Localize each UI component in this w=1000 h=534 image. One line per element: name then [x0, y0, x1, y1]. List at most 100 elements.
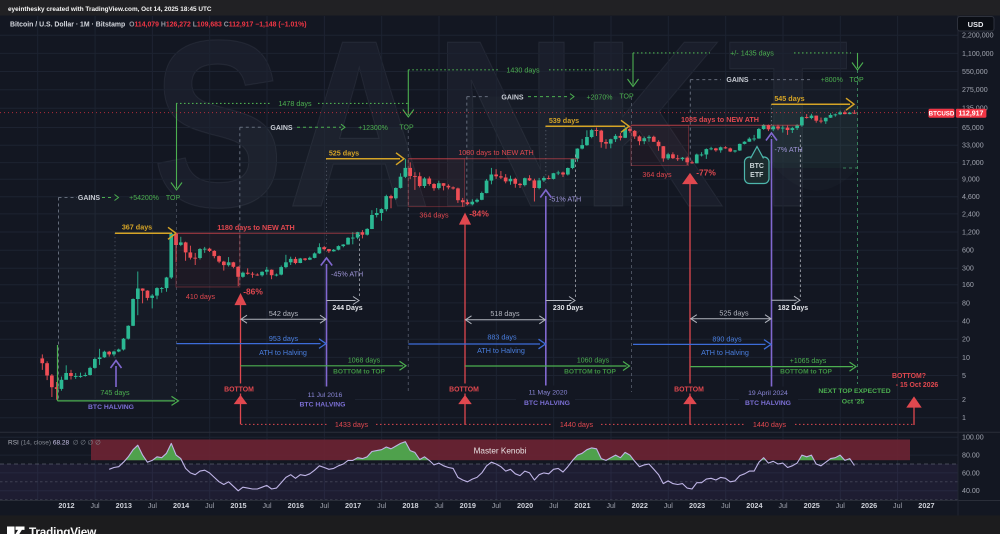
- svg-text:1430 days: 1430 days: [506, 65, 540, 74]
- svg-text:BOTTOM to TOP: BOTTOM to TOP: [780, 368, 832, 375]
- svg-text:-7% ATH: -7% ATH: [775, 145, 803, 154]
- svg-text:-45% ATH: -45% ATH: [331, 269, 363, 278]
- svg-text:+1065 days: +1065 days: [790, 358, 827, 365]
- svg-text:525 days: 525 days: [329, 148, 359, 157]
- svg-text:ATH to Halving: ATH to Halving: [259, 348, 307, 357]
- svg-text:Jul: Jul: [91, 502, 100, 510]
- svg-text:-77%: -77%: [696, 168, 716, 178]
- svg-text:2024: 2024: [746, 501, 763, 510]
- svg-text:2014: 2014: [173, 501, 190, 510]
- svg-text:17,000: 17,000: [962, 159, 984, 167]
- svg-text:2013: 2013: [116, 501, 132, 510]
- svg-text:BTC HALVING: BTC HALVING: [88, 404, 134, 411]
- svg-text:2018: 2018: [402, 501, 418, 510]
- svg-text:Jul: Jul: [549, 502, 558, 510]
- svg-text:182 Days: 182 Days: [778, 305, 808, 312]
- svg-text:10: 10: [962, 354, 970, 362]
- svg-text:60.00: 60.00: [962, 469, 980, 477]
- svg-text:BOTTOM: BOTTOM: [224, 387, 254, 394]
- svg-text:ETF: ETF: [750, 172, 764, 179]
- svg-text:NEXT TOP EXPECTED: NEXT TOP EXPECTED: [818, 388, 890, 395]
- svg-text:2,400: 2,400: [962, 210, 980, 218]
- svg-text:TOP: TOP: [849, 77, 864, 84]
- svg-text:4,600: 4,600: [962, 193, 980, 201]
- svg-text:1068 days: 1068 days: [348, 358, 381, 365]
- svg-text:Jul: Jul: [836, 502, 845, 510]
- svg-text:2016: 2016: [288, 501, 304, 510]
- svg-text:Jul: Jul: [262, 502, 271, 510]
- svg-text:2025: 2025: [804, 501, 820, 510]
- svg-text:1440 days: 1440 days: [753, 420, 787, 429]
- svg-text:883 days: 883 days: [487, 333, 517, 342]
- svg-text:135,000: 135,000: [962, 105, 988, 113]
- svg-text:2023: 2023: [689, 501, 705, 510]
- svg-text:2026: 2026: [861, 501, 877, 510]
- svg-text:1478 days: 1478 days: [278, 99, 312, 108]
- svg-text:TradingView: TradingView: [29, 525, 97, 534]
- svg-text:Jul: Jul: [320, 502, 329, 510]
- svg-text:550,000: 550,000: [962, 68, 988, 76]
- svg-text:ATH to Halving: ATH to Halving: [477, 346, 525, 355]
- svg-text:Jul: Jul: [664, 502, 673, 510]
- svg-text:GAINS: GAINS: [726, 77, 749, 84]
- svg-text:80.00: 80.00: [962, 451, 980, 459]
- svg-text:410 days: 410 days: [186, 292, 216, 301]
- svg-text:BOTTOM: BOTTOM: [674, 387, 704, 394]
- svg-text:2012: 2012: [58, 501, 74, 510]
- svg-text:364 days: 364 days: [419, 211, 449, 220]
- svg-text:TOP: TOP: [619, 94, 634, 101]
- svg-text:2019: 2019: [460, 501, 476, 510]
- svg-text:2021: 2021: [574, 501, 590, 510]
- svg-text:1,200: 1,200: [962, 228, 980, 236]
- svg-text:300: 300: [962, 265, 974, 273]
- svg-text:542 days: 542 days: [269, 309, 299, 318]
- svg-text:Jul: Jul: [721, 502, 730, 510]
- svg-text:2: 2: [962, 396, 966, 404]
- svg-text:1080 days to NEW ATH: 1080 days to NEW ATH: [458, 148, 533, 157]
- svg-text:BTC: BTC: [750, 163, 764, 170]
- svg-text:112,917: 112,917: [959, 111, 984, 118]
- svg-text:BTC HALVING: BTC HALVING: [524, 400, 570, 407]
- svg-text:GAINS: GAINS: [270, 125, 293, 132]
- svg-text:275,000: 275,000: [962, 86, 988, 94]
- svg-text:367 days: 367 days: [122, 222, 152, 231]
- svg-text:+12300%: +12300%: [358, 125, 388, 132]
- svg-text:Jul: Jul: [205, 502, 214, 510]
- svg-text:953 days: 953 days: [269, 334, 299, 343]
- svg-text:9,000: 9,000: [962, 176, 980, 184]
- svg-text:TOP: TOP: [166, 195, 181, 202]
- svg-text:BOTTOM to TOP: BOTTOM to TOP: [333, 368, 385, 375]
- svg-text:Jul: Jul: [148, 502, 157, 510]
- svg-text:Jul: Jul: [893, 502, 902, 510]
- svg-text:1433 days: 1433 days: [335, 420, 369, 429]
- svg-text:+800%: +800%: [821, 77, 843, 84]
- svg-text:RSI (14, close) 68.28 ∅ ∅ ∅ ∅: RSI (14, close) 68.28 ∅ ∅ ∅ ∅: [8, 440, 101, 447]
- svg-text:890 days: 890 days: [712, 335, 742, 344]
- svg-text:eyeinthesky created with Tradi: eyeinthesky created with TradingView.com…: [8, 6, 212, 13]
- svg-text:160: 160: [962, 281, 974, 289]
- svg-text:2015: 2015: [230, 501, 246, 510]
- svg-text:100.00: 100.00: [962, 434, 984, 442]
- svg-text:2,200,000: 2,200,000: [962, 32, 994, 40]
- svg-text:2020: 2020: [517, 501, 533, 510]
- svg-text:BTCUSD: BTCUSD: [929, 110, 955, 117]
- svg-text:- 15 Oct 2026: - 15 Oct 2026: [896, 382, 939, 389]
- svg-text:BTC HALVING: BTC HALVING: [745, 400, 791, 407]
- svg-text:745 days: 745 days: [100, 388, 130, 397]
- svg-text:11 Jul 2016: 11 Jul 2016: [308, 392, 343, 399]
- svg-text:USD: USD: [968, 20, 984, 29]
- svg-text:230 Days: 230 Days: [553, 305, 583, 312]
- svg-text:80: 80: [962, 299, 970, 307]
- svg-text:11 May 2020: 11 May 2020: [529, 390, 568, 397]
- svg-text:40: 40: [962, 318, 970, 326]
- svg-text:1440 days: 1440 days: [560, 420, 594, 429]
- svg-text:-84%: -84%: [469, 209, 489, 219]
- svg-text:TOP: TOP: [399, 125, 414, 132]
- svg-text:1,100,000: 1,100,000: [962, 50, 994, 58]
- svg-text:2017: 2017: [345, 501, 361, 510]
- svg-text:Jul: Jul: [606, 502, 615, 510]
- svg-text:BOTTOM: BOTTOM: [449, 387, 479, 394]
- svg-text:-51% ATH: -51% ATH: [549, 195, 581, 204]
- svg-text:364 days: 364 days: [642, 170, 672, 179]
- svg-text:244 Days: 244 Days: [332, 305, 362, 312]
